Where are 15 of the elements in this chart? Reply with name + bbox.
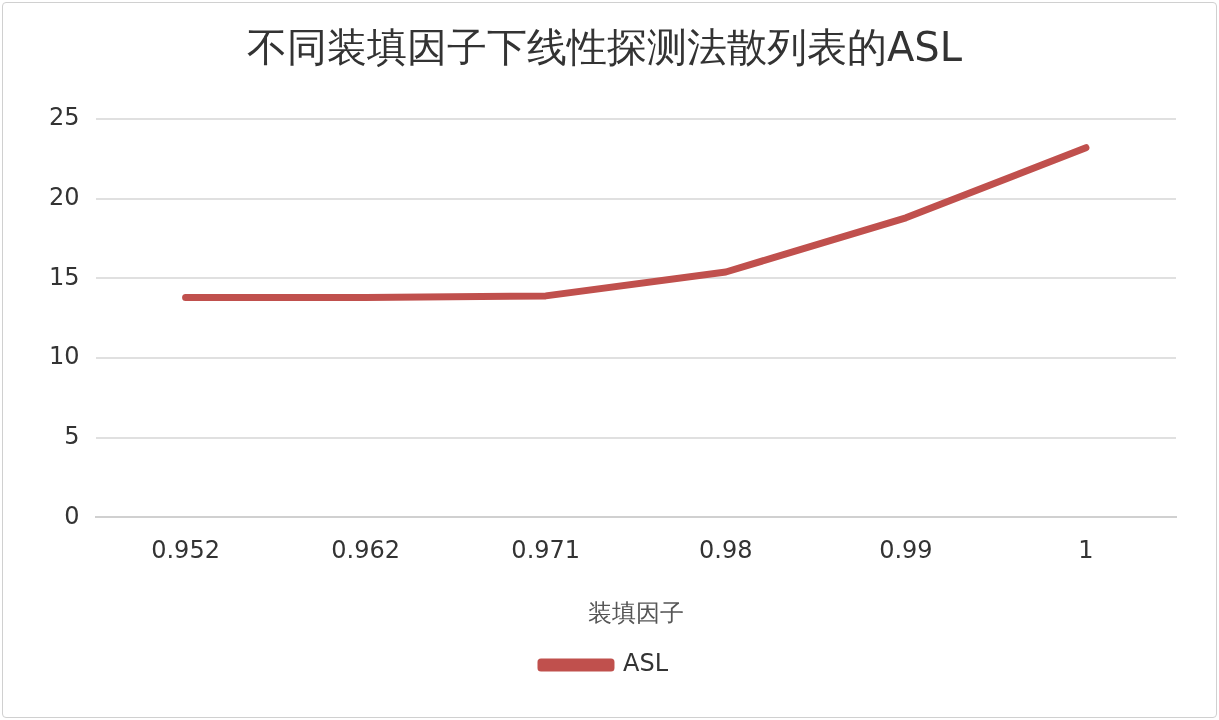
y-tick-label: 5	[64, 421, 80, 450]
x-tick-label: 0.98	[699, 536, 753, 565]
chart-title: 不同装填因子下线性探测法散列表的ASL	[246, 24, 963, 71]
x-axis-title: 装填因子	[587, 598, 684, 627]
x-tick-label: 0.971	[511, 536, 581, 565]
y-tick-label: 15	[48, 262, 80, 291]
x-tick-label: 0.99	[879, 536, 933, 565]
x-tick-label: 1	[1078, 536, 1094, 565]
legend-label: ASL	[622, 649, 669, 678]
x-tick-label: 0.962	[331, 536, 401, 565]
y-tick-label: 20	[48, 182, 80, 211]
x-tick-label: 0.952	[151, 536, 220, 565]
y-tick-label: 0	[64, 501, 80, 530]
y-tick-label: 10	[48, 342, 80, 371]
y-tick-label: 25	[48, 103, 80, 132]
